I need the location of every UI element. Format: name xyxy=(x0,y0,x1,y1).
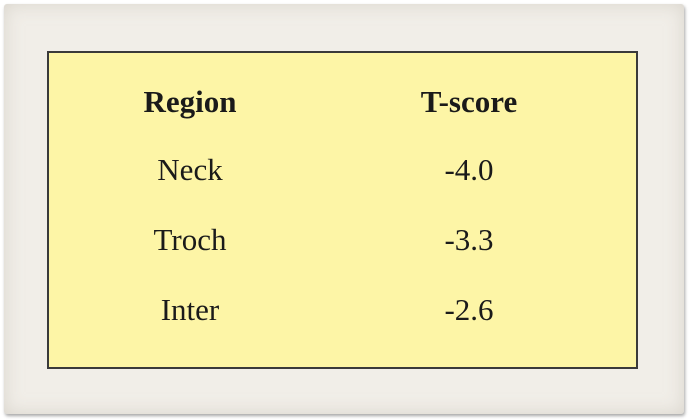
row-region: Neck xyxy=(157,152,223,187)
row-t-score: -3.3 xyxy=(444,222,494,257)
row-region: Inter xyxy=(160,292,220,327)
t-score-table xyxy=(47,51,638,369)
row-region: Troch xyxy=(153,222,227,257)
row-t-score: -2.6 xyxy=(444,292,494,327)
row-t-score: -4.0 xyxy=(444,152,494,187)
header-t-score: T-score xyxy=(420,84,518,119)
header-region: Region xyxy=(143,84,237,119)
